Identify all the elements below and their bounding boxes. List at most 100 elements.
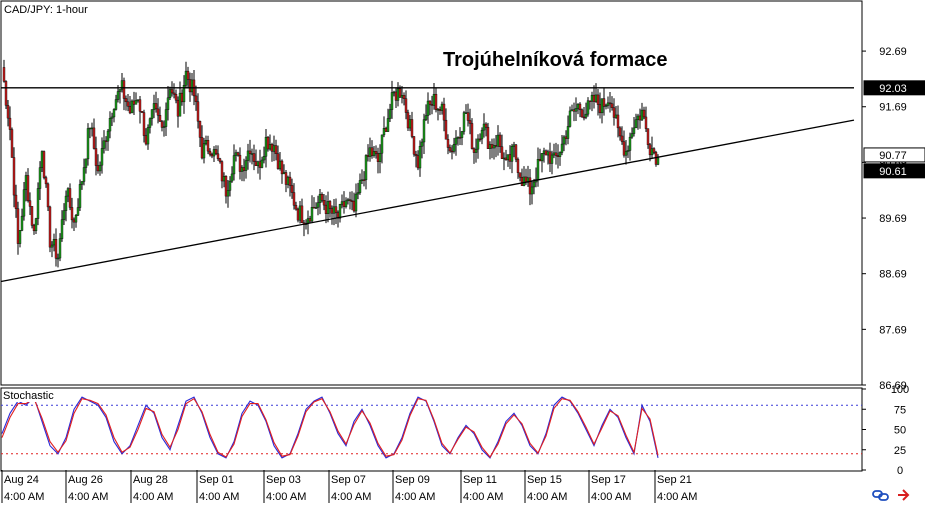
candle-down (622, 141, 626, 156)
candle-down (472, 148, 476, 153)
candle-down (538, 159, 542, 162)
candle-down (300, 205, 304, 224)
candle-up (66, 188, 70, 197)
candle-up (326, 201, 330, 214)
time-date-label: Sep 09 (395, 474, 430, 486)
candle-down (494, 145, 498, 147)
candle-up (38, 167, 42, 189)
candle-up (650, 148, 654, 156)
candle-down (654, 152, 658, 165)
candle-down (72, 219, 76, 223)
price-pane (0, 0, 863, 386)
candle-down (414, 153, 418, 156)
candle-up (78, 184, 82, 208)
price-badge: 90.61 (879, 166, 907, 178)
candle-up (112, 109, 116, 118)
price-badge-group: 92.03 90.77 90.61 (863, 80, 925, 179)
candle-up (480, 129, 484, 140)
time-hour-label: 4:00 AM (133, 491, 173, 503)
stochastic-tick-label: 25 (894, 445, 906, 457)
candle-down (466, 112, 470, 121)
candle-up (100, 148, 104, 166)
candle-down (592, 94, 596, 102)
candle-down (44, 177, 48, 185)
candle-down (236, 152, 240, 156)
candle-down (648, 144, 652, 156)
candle-down (518, 172, 522, 178)
candle-up (80, 181, 84, 185)
price-badge: 90.77 (879, 150, 907, 162)
candle-down (394, 91, 398, 101)
candle-down (140, 111, 144, 113)
candle-down (238, 154, 242, 172)
candle-down (554, 152, 558, 156)
candle-up (496, 134, 500, 147)
candle-down (294, 205, 298, 210)
candle-up (600, 98, 604, 114)
candle-down (126, 101, 130, 107)
candle-up (492, 145, 496, 149)
time-date-label: Aug 28 (133, 474, 168, 486)
stochastic-label: Stochastic (3, 390, 54, 402)
candle-down (484, 123, 488, 128)
candle-down (70, 207, 74, 221)
candle-up (576, 103, 580, 109)
candle-up (152, 103, 156, 110)
candle-down (308, 218, 312, 222)
close-icon[interactable] (898, 489, 910, 501)
stochastic-tick-label: 50 (894, 425, 906, 437)
time-hour-label: 4:00 AM (68, 491, 108, 503)
trendline-group (0, 87, 855, 283)
price-tick-label: 87.69 (879, 324, 907, 336)
candle-down (618, 127, 622, 137)
candle-up (272, 145, 276, 152)
candle-down (556, 155, 560, 157)
candle-down (478, 138, 482, 141)
candle-up (50, 244, 54, 248)
candle-down (598, 104, 602, 114)
stochastic-pane (0, 387, 863, 472)
candle-up (476, 138, 480, 150)
time-hour-label: 4:00 AM (395, 491, 435, 503)
candle-down (144, 135, 148, 145)
candle-up (354, 193, 358, 212)
time-date-label: Sep 11 (463, 474, 497, 486)
candle-down (142, 112, 146, 136)
candle-down (352, 200, 356, 212)
stochastic-tick-label: 75 (894, 404, 906, 416)
candle-up (278, 160, 282, 169)
candle-down (430, 104, 434, 106)
candle-down (520, 177, 524, 186)
time-hour-label: 4:00 AM (591, 491, 631, 503)
candle-down (470, 123, 474, 149)
candle-down (442, 103, 446, 121)
time-hour-label: 4:00 AM (463, 491, 503, 503)
candle-up (380, 134, 384, 154)
candle-down (26, 175, 30, 201)
candle-down (486, 126, 490, 149)
candle-up (382, 128, 386, 136)
time-date-label: Sep 01 (199, 474, 234, 486)
time-hour-label: 4:00 AM (527, 491, 567, 503)
candle-down (224, 176, 228, 197)
candle-down (94, 148, 98, 166)
candle-down (608, 102, 612, 105)
candle-up (244, 160, 248, 171)
price-tick-label: 88.69 (879, 269, 907, 281)
candle-up (226, 190, 230, 197)
candle-up (540, 153, 544, 162)
candle-up (310, 206, 314, 222)
candle-up (232, 155, 236, 175)
candle-down (196, 101, 200, 122)
candle-down (514, 144, 518, 160)
candle-up (90, 127, 94, 130)
candle-down (412, 136, 416, 155)
candle-down (276, 153, 280, 169)
price-tick-label: 91.69 (879, 102, 907, 114)
candle-up (58, 238, 62, 259)
link-icon[interactable] (872, 490, 889, 501)
candle-up (590, 94, 594, 102)
candle-down (544, 150, 548, 156)
candle-up (460, 131, 464, 138)
candle-up (146, 127, 150, 145)
